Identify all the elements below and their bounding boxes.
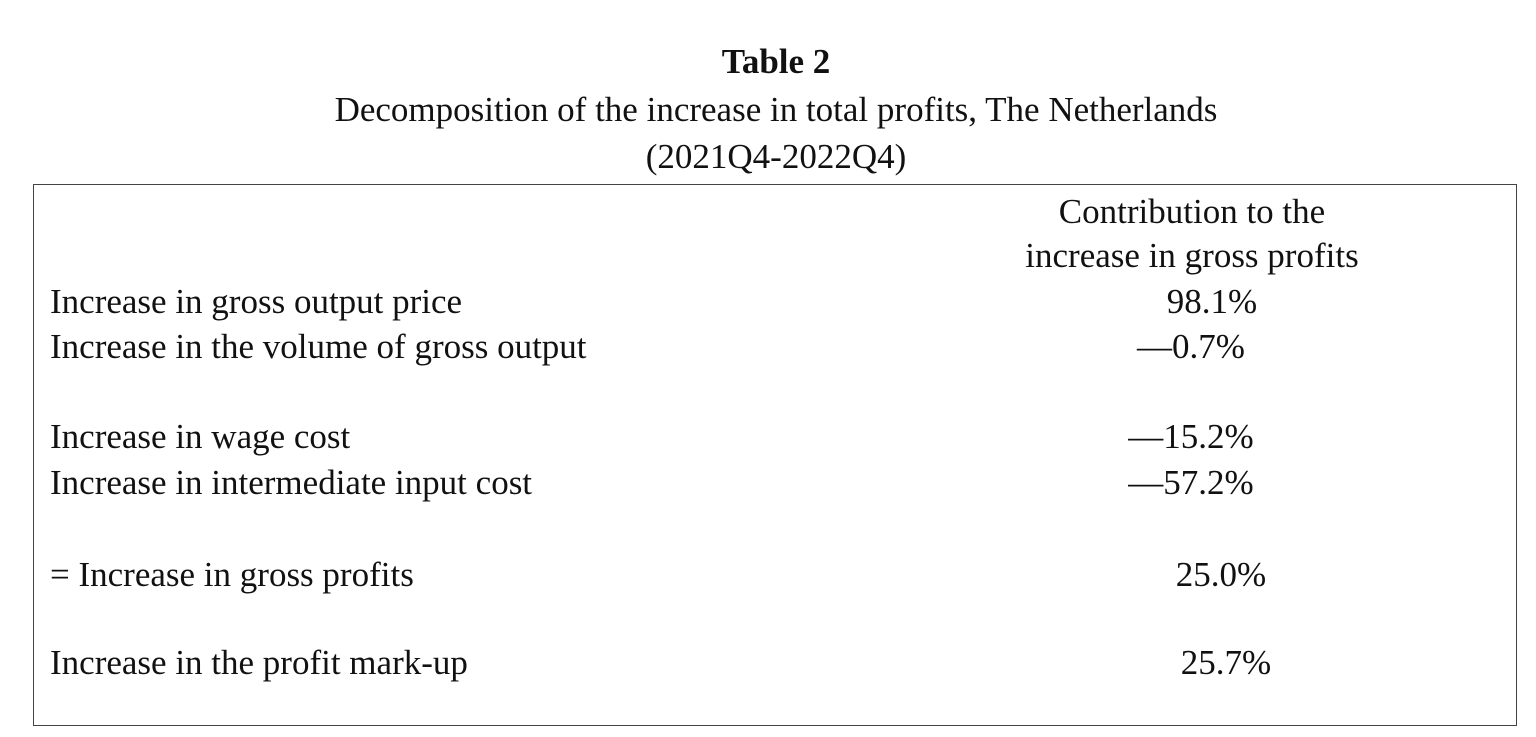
row-label: Increase in wage cost (50, 417, 351, 456)
row-value: —15.2% (1128, 417, 1254, 456)
row-value: 25.0% (1175, 555, 1267, 594)
row-value: —0.7% (1137, 327, 1245, 366)
row-label: Increase in gross output price (50, 282, 463, 321)
row-value: 98.1% (1166, 282, 1258, 321)
row-label: Increase in the volume of gross output (50, 327, 587, 366)
row-value: 25.7% (1180, 643, 1272, 682)
row-label: Increase in intermediate input cost (50, 463, 533, 502)
row-label: Increase in the profit mark-up (50, 643, 468, 682)
row-label: = Increase in gross profits (50, 555, 414, 594)
table-subtitle: Decomposition of the increase in total p… (334, 90, 1218, 129)
column-header-line-1: Contribution to the (1058, 192, 1326, 231)
table-period: (2021Q4-2022Q4) (645, 137, 907, 176)
column-header-line-2: increase in gross profits (1025, 236, 1359, 275)
table-title: Table 2 (721, 42, 831, 81)
row-value: —57.2% (1128, 463, 1254, 502)
table-frame (33, 184, 1517, 726)
